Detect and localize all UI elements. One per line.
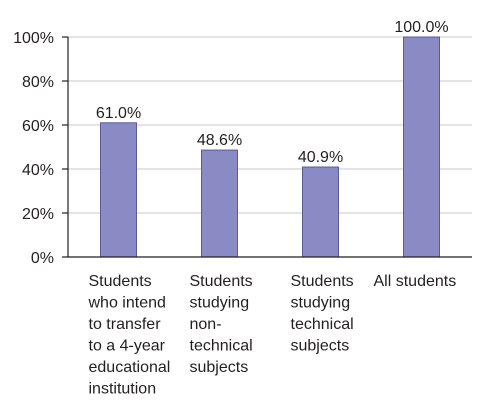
bar [100,122,137,258]
bar [201,149,238,258]
x-category-label-line: technical [190,338,253,355]
x-category-label-line: studying [291,295,351,312]
axes [62,36,472,258]
y-tick-label: 0% [31,250,54,267]
data-label: 48.6% [197,132,242,149]
bar [403,36,440,258]
y-tick-label: 20% [22,206,54,223]
y-tick-label: 40% [22,162,54,179]
bar [302,166,339,258]
x-category-label-line: educational [89,359,171,376]
x-category-label-line: technical [291,316,354,333]
data-label: 100.0% [394,19,448,36]
x-category-label-line: studying [190,295,250,312]
x-category-label-line: All students [374,273,457,290]
y-tick-label: 100% [13,30,54,47]
x-category-label-line: Students [89,273,152,290]
x-category-label-line: who intend [88,295,166,312]
x-category-label-line: Students [291,273,354,290]
y-tick-label: 80% [22,74,54,91]
x-category-label-line: subjects [190,359,249,376]
x-category-label: Students studying non-technical subjects [190,273,253,376]
bars [100,36,440,258]
y-tick-label: 60% [22,118,54,135]
y-tick-labels: 0% 20% 40% 60% 80% 100% [13,30,54,267]
x-category-label: Students studying technical subjects [291,273,354,355]
x-category-label-line: non- [190,316,222,333]
category-labels: Students who intend to transfer to a 4-year… [88,273,457,398]
data-labels: 61.0% 48.6% 40.9% 100.0% [96,19,449,166]
x-category-label-line: to a 4-year [89,338,166,355]
x-category-label-line: Students [190,273,253,290]
x-category-label: All students [374,273,457,290]
x-category-label-line: to transfer [89,316,162,333]
x-category-label-line: subjects [291,338,350,355]
data-label: 61.0% [96,105,141,122]
data-label: 40.9% [298,149,343,166]
x-category-label: Students who intend to transfer to a 4-year… [88,273,171,398]
x-category-label-line: institution [89,381,157,398]
